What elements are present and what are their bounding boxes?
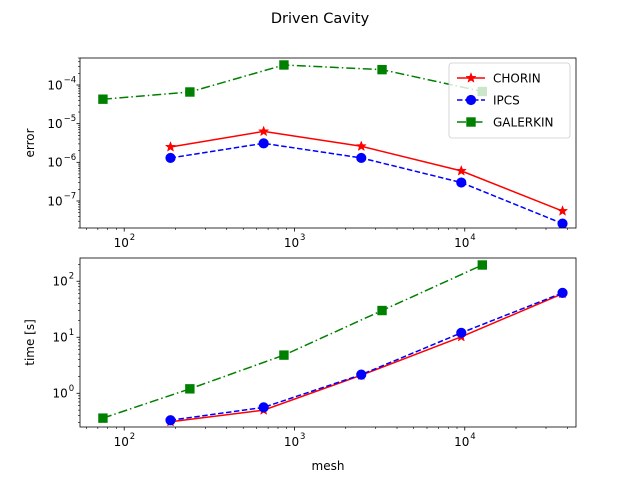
legend-box	[448, 62, 571, 139]
y-tick-exponent: −7	[64, 191, 77, 201]
data-point-ipcs	[557, 218, 568, 228]
series-chorin	[164, 125, 569, 216]
x-tick-label: 10	[454, 435, 469, 449]
legend-label-ipcs: IPCS	[493, 94, 520, 108]
series-line-galerkin	[102, 64, 483, 100]
axes-frame	[79, 57, 577, 229]
y-tick-exponent: 0	[69, 384, 74, 394]
y-tick-label: 10	[47, 194, 62, 208]
series-line-galerkin	[102, 264, 483, 419]
series-chorin	[164, 287, 569, 427]
series-line-chorin	[170, 292, 563, 423]
data-point-chorin	[455, 164, 467, 176]
data-point-chorin	[164, 141, 177, 152]
data-point-ipcs	[165, 152, 176, 164]
series-line-ipcs	[170, 292, 563, 421]
y-tick-label: 10	[47, 117, 62, 131]
data-point-ipcs	[557, 287, 568, 298]
y-axis-label: time [s]	[23, 319, 37, 366]
y-tick-label: 10	[47, 78, 62, 92]
chart-panel-1: 10 2 10 3 10 410 −710 −610 −510 −4errorCHORINIPCS…	[23, 57, 577, 250]
data-point-galerkin	[279, 350, 289, 360]
legend-marker-chorin	[465, 72, 477, 83]
data-point-ipcs	[165, 415, 176, 426]
x-tick-label: 10	[284, 435, 299, 449]
x-tick-exponent: 4	[470, 432, 475, 442]
legend-marker-ipcs	[465, 94, 477, 106]
data-point-galerkin	[98, 94, 108, 104]
x-tick-label: 10	[114, 435, 129, 449]
data-point-chorin	[355, 140, 367, 152]
y-tick-label: 10	[53, 275, 68, 289]
data-point-galerkin	[377, 64, 387, 75]
y-tick-label: 10	[47, 156, 62, 170]
series-line-chorin	[170, 130, 563, 212]
legend-label-galerkin: GALERKIN	[493, 116, 554, 130]
series-galerkin	[98, 260, 488, 423]
y-tick-exponent: 1	[69, 328, 74, 338]
data-point-ipcs	[356, 369, 367, 380]
data-point-ipcs	[356, 152, 367, 164]
figure-title: Driven Cavity	[271, 11, 370, 27]
y-tick-label: 10	[53, 331, 68, 345]
y-tick-exponent: −5	[64, 114, 77, 124]
y-tick-exponent: −6	[64, 153, 77, 163]
y-axis-label: error	[23, 128, 37, 157]
axes-frame	[79, 257, 577, 428]
y-tick-exponent: −4	[64, 76, 77, 86]
data-point-chorin	[556, 205, 569, 216]
series-line-ipcs	[170, 142, 563, 225]
data-point-galerkin	[279, 60, 289, 70]
data-point-ipcs	[258, 138, 269, 149]
data-point-galerkin	[377, 305, 387, 316]
plot-area	[98, 260, 569, 427]
data-point-ipcs	[456, 177, 467, 188]
x-tick-exponent: 3	[300, 233, 305, 243]
legend-marker-galerkin	[466, 117, 476, 127]
y-tick-label: 10	[53, 387, 68, 401]
data-point-galerkin	[477, 260, 488, 270]
x-axis-label: mesh	[312, 459, 345, 473]
x-tick-label: 10	[114, 236, 129, 250]
data-point-galerkin	[185, 87, 195, 97]
plot-area	[98, 60, 569, 228]
y-tick-exponent: 2	[69, 272, 74, 282]
x-tick-exponent: 4	[470, 233, 475, 243]
data-point-galerkin	[98, 413, 108, 423]
legend-label-chorin: CHORIN	[493, 72, 541, 86]
data-point-chorin	[258, 125, 270, 137]
x-tick-label: 10	[454, 236, 469, 250]
x-tick-label: 10	[284, 236, 299, 250]
data-point-ipcs	[456, 327, 467, 338]
data-point-galerkin	[185, 384, 195, 394]
x-tick-exponent: 3	[300, 432, 305, 442]
series-ipcs	[165, 287, 568, 426]
x-tick-exponent: 2	[130, 432, 135, 442]
data-point-ipcs	[258, 402, 269, 413]
legend: CHORIN IPCS GALERKIN	[448, 62, 571, 139]
x-tick-exponent: 2	[130, 233, 135, 243]
series-ipcs	[165, 138, 568, 228]
series-galerkin	[98, 60, 488, 104]
